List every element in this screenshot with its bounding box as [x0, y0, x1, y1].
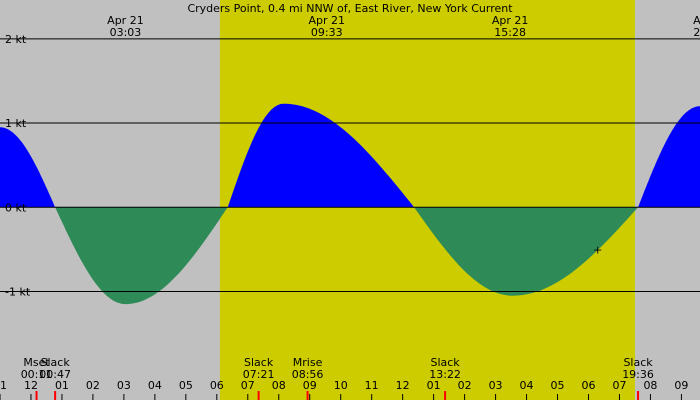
event-time: 07:21: [243, 368, 275, 381]
top-date-label: Apr 21: [492, 14, 529, 27]
y-tick-label: -1 kt: [5, 285, 31, 298]
top-time-label: 2: [693, 26, 700, 39]
hour-tick-label: 05: [551, 379, 565, 392]
y-tick-label: 1 kt: [5, 117, 27, 130]
hour-tick-label: 01: [427, 379, 441, 392]
current-series: [0, 103, 700, 305]
top-date-label: A: [693, 14, 700, 27]
hour-tick-label: 05: [179, 379, 193, 392]
event-time: 19:36: [622, 368, 654, 381]
cursor-marker: +: [593, 243, 602, 256]
hour-axis: 11 12 01 02 03 04 05 06 07 08 09 10 11 12 01 02 03 04 05 06…: [0, 379, 688, 400]
y-tick-label: 0 kt: [5, 201, 27, 214]
hour-tick-label: 06: [581, 379, 595, 392]
event-name: Mrise: [293, 356, 323, 369]
hour-tick-label: 01: [55, 379, 69, 392]
top-date-label: Apr 21: [107, 14, 144, 27]
event-time: 00:47: [39, 368, 71, 381]
event-name: Slack: [244, 356, 274, 369]
hour-tick-label: 11: [0, 379, 7, 392]
flood-area: [0, 127, 56, 208]
hour-tick-label: 08: [272, 379, 286, 392]
hour-tick-label: 11: [365, 379, 379, 392]
event-time: 08:56: [292, 368, 324, 381]
top-time-label: 09:33: [311, 26, 343, 39]
event-name: Slack: [623, 356, 653, 369]
hour-tick-label: 02: [86, 379, 100, 392]
hour-tick-label: 10: [334, 379, 348, 392]
event-time: 00:11: [21, 368, 53, 381]
ebb-area: [414, 207, 639, 296]
top-date-label: Apr 21: [309, 14, 346, 27]
flood-area: [227, 103, 415, 208]
hour-tick-label: 02: [458, 379, 472, 392]
hour-tick-label: 07: [241, 379, 255, 392]
flood-area: [638, 106, 700, 208]
y-tick-label: 2 kt: [5, 33, 27, 46]
chart-title: Cryders Point, 0.4 mi NNW of, East River…: [187, 2, 513, 15]
bottom-event-labels: Mset00:11Slack00:47Slack07:21Mrise08:56S…: [21, 356, 654, 400]
hour-tick-label: 03: [489, 379, 503, 392]
hour-tick-label: 06: [210, 379, 224, 392]
hour-tick-label: 08: [643, 379, 657, 392]
hour-tick-label: 09: [303, 379, 317, 392]
event-name: Mset: [23, 356, 50, 369]
hour-tick-label: 12: [396, 379, 410, 392]
y-gridlines: 2 kt 1 kt 0 kt -1 kt: [0, 33, 700, 298]
hour-tick-label: 12: [24, 379, 38, 392]
hour-tick-label: 03: [117, 379, 131, 392]
top-time-label: 03:03: [110, 26, 142, 39]
hour-tick-label: 07: [612, 379, 626, 392]
hour-tick-label: 04: [520, 379, 534, 392]
ebb-area: [55, 207, 228, 305]
event-name: Slack: [430, 356, 460, 369]
top-time-label: 15:28: [494, 26, 526, 39]
hour-tick-label: 04: [148, 379, 162, 392]
event-name: Slack: [41, 356, 71, 369]
event-time: 13:22: [429, 368, 461, 381]
hour-tick-label: 09: [674, 379, 688, 392]
